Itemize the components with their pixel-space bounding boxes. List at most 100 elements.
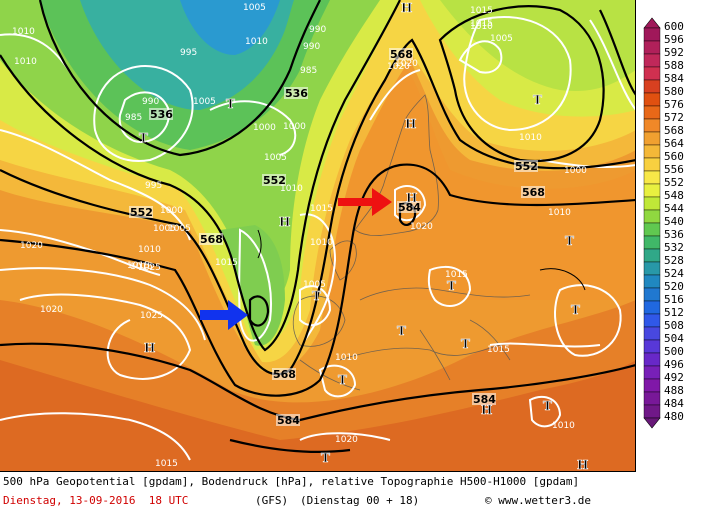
pressure-markers: H T T T H T H T H H T T T T T T H T H bbox=[139, 1, 589, 472]
isobars bbox=[0, 15, 635, 461]
legend-swatch bbox=[643, 300, 661, 315]
isobar-label: 1010 bbox=[245, 37, 268, 47]
legend-label: 588 bbox=[664, 59, 684, 72]
legend-label: 520 bbox=[664, 280, 684, 293]
gph-label-bg bbox=[199, 233, 223, 245]
legend-swatch bbox=[643, 118, 661, 133]
gph-label: 568 bbox=[200, 233, 223, 246]
low-pressure-marker: T bbox=[321, 451, 330, 465]
legend-label: 576 bbox=[664, 98, 684, 111]
thin-contours bbox=[257, 229, 586, 291]
isobar-label: 1015 bbox=[470, 19, 493, 29]
legend-label: 580 bbox=[664, 85, 684, 98]
isobar-label: 1005 bbox=[168, 224, 191, 234]
high-pressure-marker: H bbox=[401, 1, 412, 15]
isobar-label: 1000 bbox=[283, 122, 306, 132]
gph-fill-544-east bbox=[440, 0, 635, 91]
isobar-label: 1010 bbox=[14, 57, 37, 67]
legend-swatch bbox=[643, 209, 661, 224]
isobar-label: 1010 bbox=[310, 238, 333, 248]
isobar-label: 1015 bbox=[310, 204, 333, 214]
low-pressure-marker: T bbox=[461, 337, 470, 351]
isobar-label: 1015 bbox=[470, 6, 493, 16]
high-pressure-marker: H bbox=[406, 191, 417, 205]
gph-label-bg bbox=[262, 174, 286, 186]
legend-swatch bbox=[643, 365, 661, 380]
isobar-label: 1020 bbox=[20, 241, 43, 251]
legend-label: 560 bbox=[664, 150, 684, 163]
isobar-label: 1025 bbox=[140, 311, 163, 321]
isobar-label: 1005 bbox=[153, 224, 176, 234]
legend-swatch bbox=[643, 170, 661, 185]
map-canvas: 1005101099599098599098510051000990100510… bbox=[0, 0, 635, 472]
legend-label: 544 bbox=[664, 202, 684, 215]
legend-label: 572 bbox=[664, 111, 684, 124]
low-pressure-marker: T bbox=[533, 93, 542, 107]
isobar-label: 1015 bbox=[127, 261, 150, 271]
gph-label: 568 bbox=[390, 48, 413, 61]
low-pressure-marker: T bbox=[571, 303, 580, 317]
isobar-label: 1015 bbox=[215, 258, 238, 268]
gph-label-bg bbox=[397, 201, 421, 213]
legend-label: 536 bbox=[664, 228, 684, 241]
isobar-label: 995 bbox=[145, 181, 162, 191]
gph-label-bg bbox=[129, 206, 153, 218]
legend-label: 596 bbox=[664, 33, 684, 46]
legend-swatch bbox=[643, 157, 661, 172]
legend-label: 592 bbox=[664, 46, 684, 59]
low-pressure-marker: T bbox=[397, 324, 406, 338]
gph-label-bg bbox=[276, 414, 300, 426]
isobar-label: 990 bbox=[142, 97, 159, 107]
legend-swatch bbox=[643, 40, 661, 55]
gph-fill-584 bbox=[0, 360, 635, 471]
legend-swatch bbox=[643, 274, 661, 289]
geopotential-contours bbox=[0, 0, 635, 454]
isobar-label: 1010 bbox=[470, 22, 493, 32]
legend-bar bbox=[643, 17, 661, 429]
isobar-label: 1020 bbox=[40, 305, 63, 315]
isobar-label: 990 bbox=[303, 42, 320, 52]
isobar-label: 1000 bbox=[160, 206, 183, 216]
isobar-label: 1000 bbox=[253, 123, 276, 133]
isobar-label: 1000 bbox=[564, 166, 587, 176]
gph-label: 552 bbox=[515, 160, 538, 173]
legend-swatch bbox=[643, 27, 661, 42]
gph-label-bg bbox=[514, 160, 538, 172]
legend-label: 528 bbox=[664, 254, 684, 267]
legend-swatch bbox=[643, 183, 661, 198]
legend-label: 516 bbox=[664, 293, 684, 306]
isobar-label: 1010 bbox=[138, 245, 161, 255]
legend-swatch bbox=[643, 313, 661, 328]
legend-label: 508 bbox=[664, 319, 684, 332]
isobar-label: 1015 bbox=[155, 459, 178, 469]
legend-label: 484 bbox=[664, 397, 684, 410]
legend-swatch bbox=[643, 287, 661, 302]
low-pressure-marker: T bbox=[139, 131, 148, 145]
legend-label: 480 bbox=[664, 410, 684, 423]
gph-label: 584 bbox=[277, 414, 300, 427]
caption-run: (Dienstag 00 + 18) bbox=[300, 494, 420, 507]
high-pressure-marker: H bbox=[577, 458, 588, 472]
isobar-label: 1020 bbox=[395, 59, 418, 69]
isobar-label: 1020 bbox=[335, 435, 358, 445]
red-arrow bbox=[338, 188, 392, 216]
gph-label: 568 bbox=[522, 186, 545, 199]
gph-fill-ridge bbox=[330, 60, 635, 300]
gph-label-bg bbox=[521, 186, 545, 198]
legend-label: 540 bbox=[664, 215, 684, 228]
low-pressure-marker: T bbox=[447, 279, 456, 293]
legend-swatch bbox=[643, 79, 661, 94]
legend-swatch bbox=[643, 235, 661, 250]
legend-label: 568 bbox=[664, 124, 684, 137]
gph-label: 584 bbox=[398, 201, 421, 214]
gph-label-bg bbox=[272, 368, 296, 380]
isobar-label: 1010 bbox=[335, 353, 358, 363]
isobar-label: 1020 bbox=[410, 222, 433, 232]
caption-model: (GFS) bbox=[255, 494, 289, 507]
gph-labels: 536 536 552 552 568 568 552 568 584 568 584 584 bbox=[129, 48, 545, 427]
isobar-label: 1025 bbox=[138, 263, 161, 273]
legend-swatch bbox=[643, 339, 661, 354]
isobar-label: 1010 bbox=[548, 208, 571, 218]
legend-swatch bbox=[643, 144, 661, 159]
legend-swatch bbox=[643, 105, 661, 120]
